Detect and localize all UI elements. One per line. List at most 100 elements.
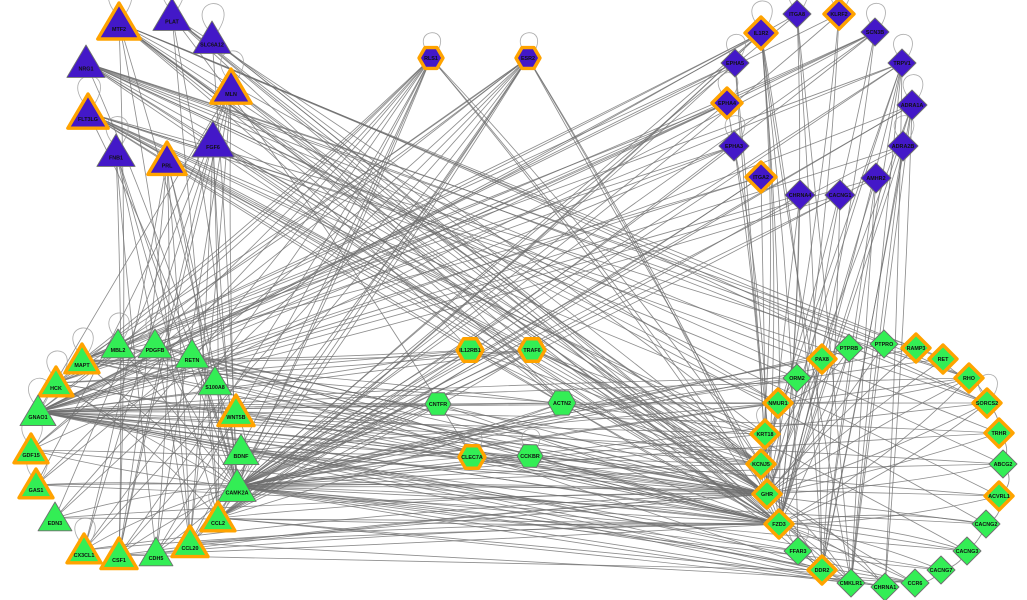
node-diamond-icon[interactable] <box>745 448 777 480</box>
node-triangle-icon[interactable] <box>192 20 232 54</box>
node-hexagon-icon[interactable] <box>514 45 542 71</box>
graph-node[interactable]: IL12RB1 <box>455 337 485 363</box>
node-diamond-icon[interactable] <box>983 480 1015 512</box>
node-triangle-icon[interactable] <box>66 92 110 130</box>
graph-node[interactable]: DDR2 <box>806 554 838 586</box>
graph-node[interactable]: ABCG2 <box>988 449 1018 479</box>
node-diamond-icon[interactable] <box>836 568 866 598</box>
node-diamond-icon[interactable] <box>896 89 928 121</box>
node-diamond-icon[interactable] <box>927 343 959 375</box>
node-diamond-icon[interactable] <box>783 536 813 566</box>
graph-node[interactable]: RET <box>927 343 959 375</box>
node-diamond-icon[interactable] <box>782 363 812 393</box>
node-diamond-icon[interactable] <box>751 478 783 510</box>
node-triangle-icon[interactable] <box>96 133 136 167</box>
node-diamond-icon[interactable] <box>784 179 816 211</box>
node-hexagon-icon[interactable] <box>455 337 485 363</box>
node-triangle-icon[interactable] <box>63 342 101 375</box>
graph-node[interactable]: CLEC7A <box>457 444 487 470</box>
graph-node[interactable]: CCR6 <box>900 568 930 598</box>
graph-node[interactable]: ORM2 <box>782 363 812 393</box>
node-triangle-icon[interactable] <box>19 394 57 427</box>
graph-node[interactable]: PLAT <box>152 0 192 31</box>
node-diamond-icon[interactable] <box>806 554 838 586</box>
graph-node[interactable]: ITGA8 <box>782 0 812 29</box>
node-diamond-icon[interactable] <box>822 0 856 31</box>
node-diamond-icon[interactable] <box>824 179 856 211</box>
node-diamond-icon[interactable] <box>926 555 956 585</box>
node-triangle-icon[interactable] <box>216 393 256 428</box>
node-triangle-icon[interactable] <box>138 536 174 567</box>
node-triangle-icon[interactable] <box>99 536 139 571</box>
node-triangle-icon[interactable] <box>199 500 237 533</box>
graph-node[interactable]: NRG1 <box>66 44 106 78</box>
node-diamond-icon[interactable] <box>887 130 919 162</box>
node-triangle-icon[interactable] <box>152 0 192 31</box>
graph-node[interactable]: KLRF2 <box>822 0 856 31</box>
graph-node[interactable]: MTF2 <box>96 1 142 41</box>
node-triangle-icon[interactable] <box>100 328 136 359</box>
node-triangle-icon[interactable] <box>66 44 106 78</box>
node-diamond-icon[interactable] <box>983 417 1015 449</box>
node-diamond-icon[interactable] <box>860 162 892 194</box>
graph-node[interactable]: EDN3 <box>37 501 73 532</box>
node-diamond-icon[interactable] <box>763 508 795 540</box>
graph-node[interactable]: CACNG2 <box>971 509 1001 539</box>
node-diamond-icon[interactable] <box>900 568 930 598</box>
node-diamond-icon[interactable] <box>900 332 932 364</box>
graph-node[interactable]: TRHR <box>983 417 1015 449</box>
node-diamond-icon[interactable] <box>952 536 982 566</box>
node-hexagon-icon[interactable] <box>424 392 452 416</box>
node-triangle-icon[interactable] <box>197 365 233 396</box>
node-diamond-icon[interactable] <box>953 362 985 394</box>
node-hexagon-icon[interactable] <box>417 45 445 71</box>
node-triangle-icon[interactable] <box>37 501 73 532</box>
node-hexagon-icon[interactable] <box>457 444 487 470</box>
node-diamond-icon[interactable] <box>869 329 899 359</box>
graph-node[interactable]: GDF15 <box>12 432 50 465</box>
node-triangle-icon[interactable] <box>146 140 188 177</box>
node-triangle-icon[interactable] <box>222 433 260 466</box>
graph-node[interactable]: MAPT <box>63 342 101 375</box>
node-diamond-icon[interactable] <box>870 572 900 600</box>
node-triangle-icon[interactable] <box>170 524 210 559</box>
node-diamond-icon[interactable] <box>749 418 781 450</box>
graph-node[interactable]: EPHA4 <box>710 86 744 120</box>
node-diamond-icon[interactable] <box>988 449 1018 479</box>
node-triangle-icon[interactable] <box>12 432 50 465</box>
node-triangle-icon[interactable] <box>65 532 103 565</box>
node-diamond-icon[interactable] <box>806 343 838 375</box>
node-diamond-icon[interactable] <box>887 48 917 78</box>
node-triangle-icon[interactable] <box>37 365 75 398</box>
node-diamond-icon[interactable] <box>743 15 779 51</box>
node-diamond-icon[interactable] <box>762 387 794 419</box>
graph-node[interactable]: FGF6 <box>191 120 235 158</box>
graph-node[interactable]: ACVRL1 <box>983 480 1015 512</box>
node-diamond-icon[interactable] <box>860 17 890 47</box>
node-triangle-icon[interactable] <box>96 1 142 41</box>
node-triangle-icon[interactable] <box>137 328 173 359</box>
node-diamond-icon[interactable] <box>971 509 1001 539</box>
node-diamond-icon[interactable] <box>744 160 778 194</box>
graph-node[interactable]: SCN3B <box>860 17 890 47</box>
node-hexagon-icon[interactable] <box>547 390 577 416</box>
node-diamond-icon[interactable] <box>718 130 750 162</box>
node-hexagon-icon[interactable] <box>517 337 547 363</box>
node-diamond-icon[interactable] <box>834 333 864 363</box>
node-triangle-icon[interactable] <box>191 120 235 158</box>
node-diamond-icon[interactable] <box>710 86 744 120</box>
graph-node[interactable]: TRPV1 <box>887 48 917 78</box>
node-triangle-icon[interactable] <box>217 468 257 502</box>
graph-node[interactable]: NMUR1 <box>762 387 794 419</box>
node-diamond-icon[interactable] <box>782 0 812 29</box>
graph-node[interactable]: SORCS2 <box>971 387 1003 419</box>
node-hexagon-icon[interactable] <box>516 444 544 468</box>
graph-node[interactable]: TRAF6 <box>517 337 547 363</box>
graph-node[interactable]: RLS1 <box>417 45 445 71</box>
node-triangle-icon[interactable] <box>174 338 210 369</box>
graph-node[interactable]: ESR2 <box>514 45 542 71</box>
graph-node[interactable]: CMKLR1 <box>836 568 866 598</box>
node-diamond-icon[interactable] <box>971 387 1003 419</box>
